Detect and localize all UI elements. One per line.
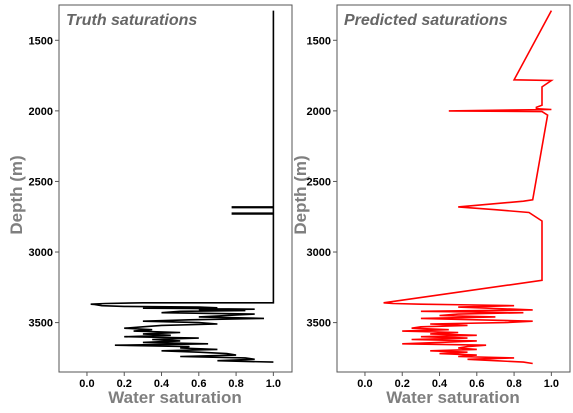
predicted-line-group <box>383 10 554 365</box>
predicted-title: Predicted saturations <box>344 12 508 29</box>
truth-saturation-line <box>90 10 275 363</box>
predicted-saturation-line <box>383 10 554 365</box>
truth-x-tick-label: 0.6 <box>191 378 206 390</box>
truth-panel: Truth saturations Depth (m) Water satura… <box>7 4 293 407</box>
predicted-panel: Predicted saturations Depth (m) Water sa… <box>291 4 571 407</box>
truth-line-group <box>90 10 275 363</box>
predicted-x-tick-label: 1.0 <box>544 378 559 390</box>
truth-plot-frame <box>58 4 293 373</box>
predicted-y-tick-label: 2000 <box>307 106 331 118</box>
predicted-y-tick-label: 3500 <box>307 318 331 330</box>
truth-y-tick-label: 2500 <box>29 176 53 188</box>
truth-title: Truth saturations <box>66 12 197 29</box>
truth-y-tick-label: 1500 <box>29 35 53 47</box>
truth-ylabel: Depth (m) <box>7 155 26 234</box>
truth-xlabel: Water saturation <box>108 388 242 407</box>
predicted-x-tick-label: 0.6 <box>469 378 484 390</box>
truth-x-ticks: 0.0 0.2 0.4 0.6 0.8 1.0 <box>79 372 281 390</box>
predicted-ylabel: Depth (m) <box>291 155 310 234</box>
predicted-x-tick-label: 0.4 <box>432 378 448 390</box>
predicted-x-tick-label: 0.2 <box>395 378 410 390</box>
predicted-x-ticks: 0.0 0.2 0.4 0.6 0.8 1.0 <box>357 372 559 390</box>
truth-y-tick-label: 2000 <box>29 106 53 118</box>
truth-y-tick-label: 3000 <box>29 247 53 259</box>
truth-y-ticks: 1500 2000 2500 3000 3500 <box>29 35 59 330</box>
predicted-x-tick-label: 0.8 <box>506 378 521 390</box>
predicted-y-tick-label: 3000 <box>307 247 331 259</box>
predicted-x-tick-label: 0.0 <box>357 378 372 390</box>
predicted-y-tick-label: 1500 <box>307 35 331 47</box>
truth-x-tick-label: 0.0 <box>79 378 94 390</box>
predicted-y-ticks: 1500 2000 2500 3000 3500 <box>307 35 337 330</box>
predicted-y-tick-label: 2500 <box>307 176 331 188</box>
truth-x-tick-label: 1.0 <box>266 378 281 390</box>
truth-y-tick-label: 3500 <box>29 318 53 330</box>
truth-x-tick-label: 0.4 <box>154 378 170 390</box>
predicted-xlabel: Water saturation <box>386 388 520 407</box>
truth-x-tick-label: 0.8 <box>228 378 243 390</box>
truth-x-tick-label: 0.2 <box>117 378 132 390</box>
